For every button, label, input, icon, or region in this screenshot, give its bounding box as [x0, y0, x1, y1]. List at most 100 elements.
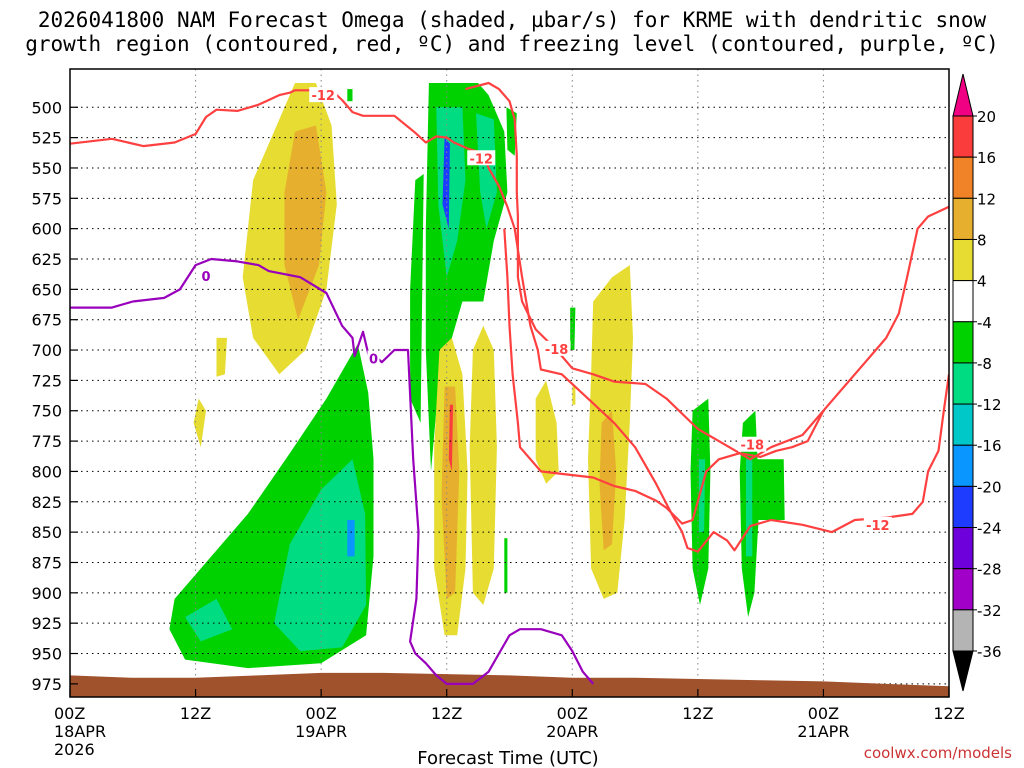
contour-label-2: -18 [545, 343, 569, 358]
y-tick-label-900: 900 [31, 584, 62, 603]
x-date-label-72: 21APR [797, 722, 849, 741]
y-tick-label-775: 775 [31, 432, 62, 451]
contour-label-1: -12 [469, 152, 493, 167]
y-tick-label-850: 850 [31, 523, 62, 542]
colorbar-label-9: 4 [977, 273, 987, 291]
y-tick-label-725: 725 [31, 371, 62, 390]
contour-line-0 [70, 89, 949, 553]
y-tick-label-675: 675 [31, 311, 62, 330]
y-tick-label-550: 550 [31, 159, 62, 178]
colorbar-box-2 [952, 527, 974, 570]
y-tick-label-825: 825 [31, 493, 62, 512]
colorbar-box-10 [952, 197, 974, 240]
colorbar-box-3 [952, 485, 974, 529]
terrain [70, 672, 949, 697]
contour-line-2 [503, 228, 825, 525]
omega-region-29 [572, 386, 576, 405]
colorbar-label-11: 12 [977, 190, 996, 208]
colorbar-box-9 [952, 238, 974, 282]
omega-region-6 [274, 459, 367, 652]
colorbar-box-8 [952, 280, 974, 323]
x-date-label-0: 18APR [54, 722, 106, 741]
omega-region-4 [347, 89, 353, 102]
contour-line-3 [70, 257, 595, 686]
omega-region-11 [436, 107, 466, 278]
colorbar-box-12 [952, 115, 974, 158]
omega-region-1 [284, 125, 327, 320]
x-tick-label-48: 00Z [557, 704, 588, 723]
contour-label-bg-4 [863, 516, 892, 532]
contour-label-bg-6 [367, 350, 380, 366]
x-tick-label-24: 00Z [305, 704, 336, 723]
colorbar-label-7: -8 [977, 355, 992, 373]
y-tick-label-750: 750 [31, 402, 62, 421]
y-tick-label-575: 575 [31, 189, 62, 208]
contour-label-bg-3 [738, 436, 767, 452]
colorbar-label-2: -28 [977, 561, 1002, 579]
omega-region-15 [570, 307, 576, 350]
y-tick-label-975: 975 [31, 675, 62, 694]
omega-region-12 [442, 137, 450, 229]
y-tick-label-700: 700 [31, 341, 62, 360]
contour-label-bg-5 [200, 268, 213, 284]
x-date-label-48: 20APR [546, 722, 598, 741]
colorbar-label-13: 20 [977, 108, 996, 126]
omega-region-20 [448, 404, 453, 472]
terrain-surface [70, 672, 949, 697]
x-tick-label-36: 12Z [431, 704, 462, 723]
colorbar-box-0 [952, 609, 974, 652]
x-year-label-0: 2026 [54, 740, 95, 759]
colorbar-label-6: -12 [977, 396, 1002, 414]
colorbar-box-11 [952, 156, 974, 199]
colorbar-label-8: -4 [977, 314, 992, 332]
colorbar: 20 16 12 8 4 -4 -8 -12 -16 -20 -24 -28 -32 -36 [952, 73, 1002, 692]
y-tick-label-950: 950 [31, 645, 62, 664]
contour-line-1 [465, 81, 949, 461]
chart-title-line1: 2026041800 NAM Forecast Omega (shaded, µ… [37, 8, 987, 32]
x-date-label-24: 19APR [295, 722, 347, 741]
colorbar-box-7 [952, 321, 974, 364]
omega-region-7 [185, 598, 233, 642]
colorbar-label-3: -24 [977, 520, 1002, 538]
grid [70, 69, 949, 697]
y-tick-label-525: 525 [31, 129, 62, 148]
x-tick-label-12: 12Z [180, 704, 211, 723]
colorbar-label-0: -36 [977, 643, 1002, 661]
colorbar-label-12: 16 [977, 149, 996, 167]
contour-label-0: -12 [311, 89, 335, 104]
colorbar-box-5 [952, 403, 974, 446]
y-tick-label-625: 625 [31, 250, 62, 269]
contour-label-bg-2 [542, 340, 571, 356]
contour-label-5: 0 [202, 270, 211, 285]
colorbar-label-4: -20 [977, 478, 1002, 496]
x-axis-title: Forecast Time (UTC) [417, 748, 598, 768]
colorbar-label-10: 8 [977, 231, 987, 249]
omega-region-17 [504, 538, 508, 593]
colorbar-label-1: -32 [977, 602, 1002, 620]
chart-title-line2: growth region (contoured, red, ºC) and f… [25, 32, 999, 56]
x-tick-label-72: 00Z [808, 704, 839, 723]
y-tick-label-650: 650 [31, 280, 62, 299]
contour-label-3: -18 [741, 439, 765, 454]
colorbar-extend-low [952, 650, 974, 692]
contours [70, 81, 949, 686]
omega-region-22 [535, 380, 559, 484]
omega-shading [169, 83, 785, 669]
x-tick-label-84: 12Z [933, 704, 964, 723]
contour-label-4: -12 [866, 519, 890, 534]
omega-region-13 [476, 113, 497, 229]
omega-region-24 [599, 410, 617, 551]
y-tick-label-925: 925 [31, 614, 62, 633]
y-tick-label-875: 875 [31, 553, 62, 572]
omega-region-3 [216, 337, 227, 377]
omega-region-19 [441, 386, 460, 599]
contour-label-bg-0 [309, 87, 338, 103]
y-axis: 500 525 550 575 600 625 650 675 700 725 750 775 800 8… [31, 98, 78, 694]
contour-label-6: 0 [369, 353, 378, 368]
credit-link[interactable]: coolwx.com/models [864, 744, 1012, 762]
y-tick-label-500: 500 [31, 98, 62, 117]
x-tick-label-60: 12Z [682, 704, 713, 723]
colorbar-label-5: -16 [977, 437, 1002, 455]
